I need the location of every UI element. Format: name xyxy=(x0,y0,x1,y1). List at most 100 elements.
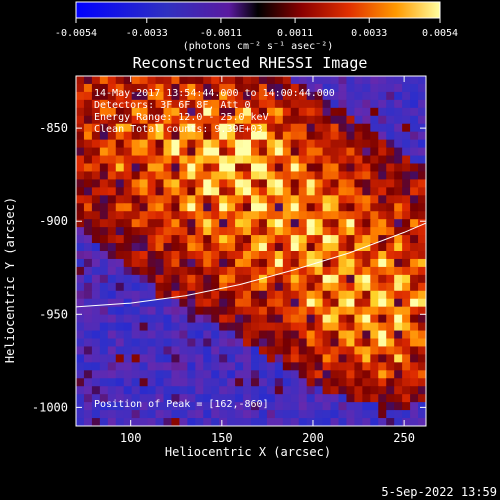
heatmap-cell xyxy=(123,131,133,141)
heatmap-cell xyxy=(258,402,268,411)
heatmap-cell xyxy=(338,243,348,252)
heatmap-cell xyxy=(235,251,244,260)
heatmap-cell xyxy=(115,258,125,268)
heatmap-cell xyxy=(171,306,180,316)
heatmap-cell xyxy=(227,171,236,180)
heatmap-cell xyxy=(203,394,212,403)
heatmap-cell xyxy=(83,219,93,228)
heatmap-cell xyxy=(418,211,426,220)
heatmap-cell xyxy=(386,354,395,363)
heatmap-cell xyxy=(330,410,340,419)
heatmap-cell xyxy=(147,410,157,419)
heatmap-cell xyxy=(203,354,212,363)
heatmap-cell xyxy=(394,147,403,157)
heatmap-cell xyxy=(251,290,260,300)
heatmap-cell xyxy=(76,314,85,324)
heatmap-cell xyxy=(179,354,188,363)
heatmap-cell xyxy=(219,370,228,379)
heatmap-cell xyxy=(163,99,173,109)
heatmap-cell xyxy=(91,107,101,117)
heatmap-cell xyxy=(394,346,403,355)
heatmap-cell xyxy=(155,123,165,133)
heatmap-cell xyxy=(306,362,316,371)
heatmap-cell xyxy=(362,171,371,180)
heatmap-cell xyxy=(394,274,403,284)
heatmap-cell xyxy=(330,155,340,165)
heatmap-cell xyxy=(346,155,355,165)
heatmap-cell xyxy=(322,298,332,308)
heatmap-cell xyxy=(282,91,292,101)
heatmap-cell xyxy=(243,362,252,371)
heatmap-cell xyxy=(251,362,260,371)
heatmap-cell xyxy=(258,298,268,308)
heatmap-cell xyxy=(115,235,125,244)
heatmap-cell xyxy=(338,298,348,308)
heatmap-cell xyxy=(91,155,101,165)
heatmap-cell xyxy=(338,227,348,236)
heatmap-cell xyxy=(251,258,260,268)
heatmap-cell xyxy=(258,370,268,379)
heatmap-cell xyxy=(418,243,426,252)
heatmap-cell xyxy=(131,115,141,125)
heatmap-cell xyxy=(258,330,268,340)
heatmap-cell xyxy=(251,322,260,332)
heatmap-cell xyxy=(155,171,165,180)
heatmap-cell xyxy=(410,203,419,212)
heatmap-cell xyxy=(219,91,228,101)
heatmap-cell xyxy=(322,219,332,228)
heatmap-cell xyxy=(354,227,363,236)
heatmap-cell xyxy=(203,123,212,133)
heatmap-cell xyxy=(195,314,204,324)
heatmap-cell xyxy=(306,330,316,340)
heatmap-cell xyxy=(179,402,188,411)
heatmap-cell xyxy=(290,362,300,371)
heatmap-cell xyxy=(243,131,252,141)
heatmap-cell xyxy=(266,370,276,379)
heatmap-cell xyxy=(139,290,149,300)
heatmap-cell xyxy=(338,338,348,348)
heatmap-cell xyxy=(83,306,93,316)
heatmap-cell xyxy=(418,306,426,316)
heatmap-cell xyxy=(219,306,228,316)
heatmap-cell xyxy=(171,410,180,419)
heatmap-cell xyxy=(251,227,260,236)
heatmap-cell xyxy=(258,243,268,252)
heatmap-cell xyxy=(219,346,228,355)
heatmap-cell xyxy=(131,147,141,157)
heatmap-cell xyxy=(83,266,93,276)
heatmap-cell xyxy=(338,115,348,125)
colorbar-tick-label: 0.0011 xyxy=(277,28,313,39)
heatmap-cell xyxy=(338,314,348,324)
heatmap-cell xyxy=(418,139,426,149)
heatmap-cell xyxy=(219,394,228,403)
heatmap-cell xyxy=(306,306,316,316)
heatmap-cell xyxy=(394,115,403,125)
heatmap-cell xyxy=(362,179,371,188)
heatmap-cell xyxy=(378,402,387,411)
heatmap-cell xyxy=(227,187,236,196)
heatmap-cell xyxy=(378,107,387,117)
heatmap-cell xyxy=(274,219,284,228)
heatmap-cell xyxy=(314,243,324,252)
heatmap-cell xyxy=(290,290,300,300)
heatmap-cell xyxy=(394,131,403,141)
heatmap-cell xyxy=(266,227,276,236)
heatmap-cell xyxy=(402,123,411,133)
heatmap-cell xyxy=(314,410,324,419)
heatmap-cell xyxy=(76,298,85,308)
heatmap-cell xyxy=(147,147,157,157)
heatmap-cell xyxy=(346,306,355,316)
heatmap-cell xyxy=(322,147,332,157)
heatmap-cell xyxy=(203,211,212,220)
heatmap-cell xyxy=(290,370,300,379)
heatmap-cell xyxy=(243,251,252,260)
heatmap-cell xyxy=(139,187,149,196)
heatmap-cell xyxy=(322,282,332,292)
heatmap-cell xyxy=(91,306,101,316)
heatmap-cell xyxy=(290,251,300,260)
heatmap-cell xyxy=(274,266,284,276)
heatmap-cell xyxy=(346,298,355,308)
heatmap-cell xyxy=(282,402,292,411)
heatmap-cell xyxy=(386,402,395,411)
colorbar-unit-label: (photons cm⁻² s⁻¹ asec⁻²) xyxy=(183,41,334,52)
